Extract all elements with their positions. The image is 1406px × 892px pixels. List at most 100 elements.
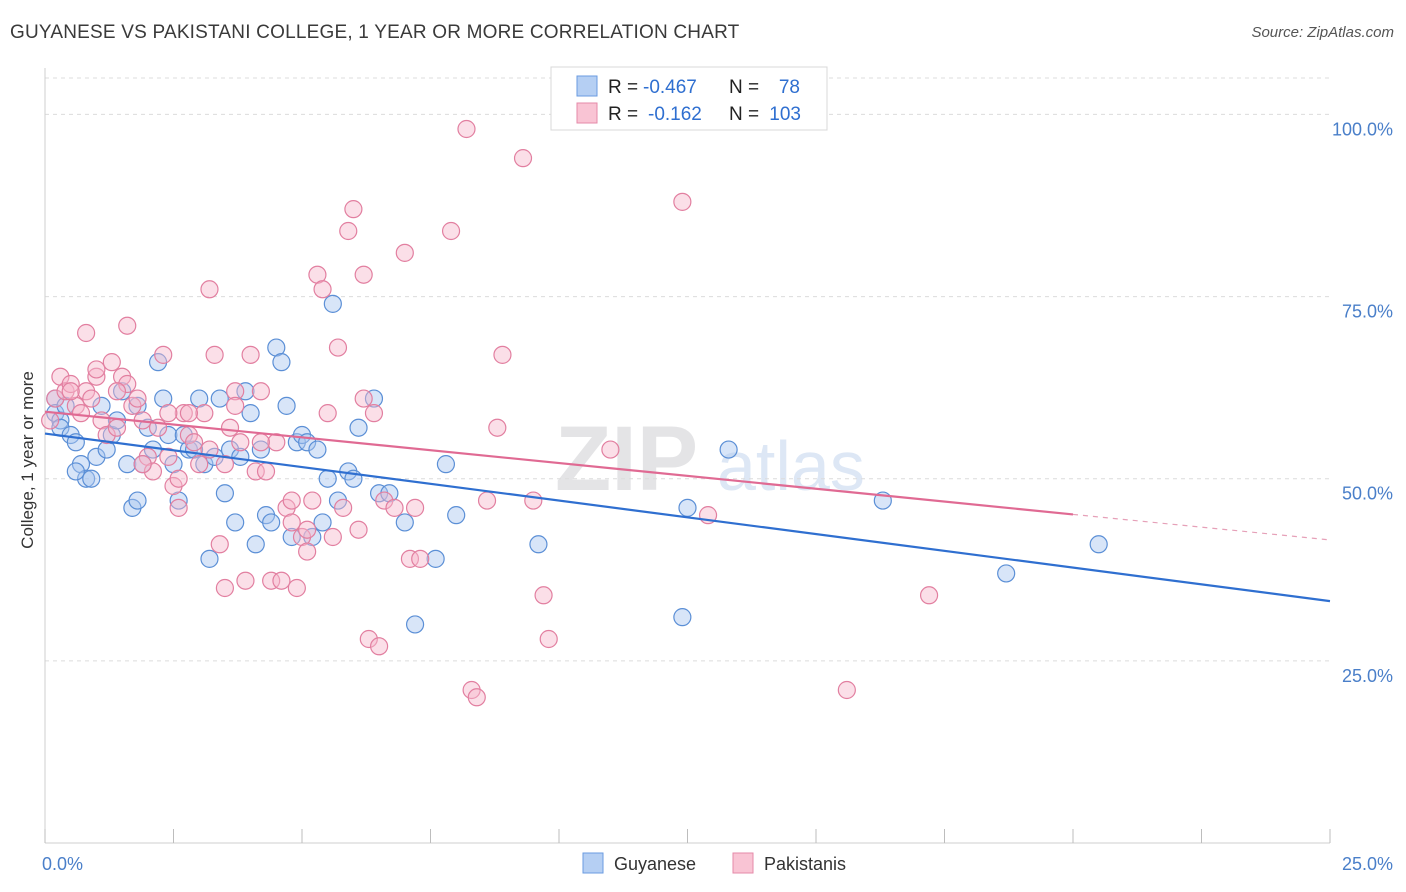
point-pakistanis xyxy=(513,149,533,168)
point-pakistanis xyxy=(313,280,332,299)
point-pakistanis xyxy=(349,520,368,539)
point-pakistanis xyxy=(488,418,507,437)
point-guyanese xyxy=(529,535,548,554)
legend-r-value-guyanese: -0.467 xyxy=(643,77,697,98)
point-pakistanis xyxy=(143,462,163,481)
legend: R = -0.467 N = 78 R = -0.162 N = 103 xyxy=(550,66,828,131)
point-pakistanis xyxy=(87,367,106,386)
point-pakistanis xyxy=(215,455,234,474)
point-pakistanis xyxy=(220,418,240,437)
point-pakistanis xyxy=(87,360,106,379)
point-pakistanis xyxy=(298,542,317,561)
point-pakistanis xyxy=(344,200,363,219)
point-guyanese xyxy=(323,294,342,313)
point-pakistanis xyxy=(457,119,476,139)
watermark-atlas: atlas xyxy=(717,427,865,505)
point-pakistanis xyxy=(246,462,265,481)
point-guyanese xyxy=(241,404,260,423)
point-pakistanis xyxy=(359,629,378,649)
axes: 100.0% 75.0% 50.0% 25.0% xyxy=(44,68,1393,844)
point-pakistanis xyxy=(328,338,348,357)
point-pakistanis xyxy=(287,578,306,598)
point-guyanese xyxy=(1089,535,1108,554)
point-pakistanis xyxy=(46,389,65,408)
point-guyanese xyxy=(118,455,137,474)
point-pakistanis xyxy=(190,455,209,474)
point-pakistanis xyxy=(256,462,276,481)
point-guyanese xyxy=(210,389,229,408)
point-pakistanis xyxy=(174,404,193,423)
point-pakistanis xyxy=(82,389,101,408)
point-pakistanis xyxy=(364,404,384,423)
point-pakistanis xyxy=(251,433,270,452)
y-tick-label: 75.0% xyxy=(1342,302,1393,322)
point-pakistanis xyxy=(303,491,322,510)
point-pakistanis xyxy=(282,513,301,532)
point-pakistanis xyxy=(179,404,199,423)
point-guyanese xyxy=(673,608,692,627)
point-pakistanis xyxy=(200,280,219,299)
point-pakistanis xyxy=(169,498,188,517)
point-guyanese xyxy=(364,389,384,408)
point-pakistanis xyxy=(118,374,137,394)
point-pakistanis xyxy=(195,404,214,423)
point-pakistanis xyxy=(226,382,245,401)
bottom-legend-label-guyanese: Guyanese xyxy=(614,854,696,874)
point-pakistanis xyxy=(354,389,373,408)
point-guyanese xyxy=(405,615,425,634)
point-guyanese xyxy=(395,513,414,532)
point-guyanese xyxy=(277,396,296,415)
point-pakistanis xyxy=(184,433,204,452)
point-pakistanis xyxy=(441,221,461,241)
chart-source: Source: ZipAtlas.com xyxy=(1251,24,1394,41)
gridlines xyxy=(45,77,1330,662)
point-pakistanis xyxy=(395,243,414,262)
point-pakistanis xyxy=(61,382,80,401)
point-pakistanis xyxy=(205,345,224,364)
trend-lines xyxy=(44,410,1331,603)
point-pakistanis xyxy=(97,425,116,445)
point-guyanese xyxy=(272,353,291,372)
point-pakistanis xyxy=(477,491,497,510)
point-pakistanis xyxy=(467,688,486,707)
point-pakistanis xyxy=(370,637,389,656)
point-pakistanis xyxy=(226,396,245,415)
point-pakistanis xyxy=(41,411,60,430)
point-pakistanis xyxy=(251,382,270,401)
point-guyanese xyxy=(997,564,1016,583)
point-pakistanis xyxy=(354,265,373,284)
point-guyanese xyxy=(159,425,178,445)
bottom-legend-label-pakistanis: Pakistanis xyxy=(764,854,846,874)
point-pakistanis xyxy=(61,374,80,394)
point-pakistanis xyxy=(493,345,512,364)
y-axis-label: College, 1 year or more xyxy=(18,371,37,549)
chart-title: GUYANESE VS PAKISTANI COLLEGE, 1 YEAR OR… xyxy=(10,22,740,43)
point-guyanese xyxy=(313,513,332,532)
point-pakistanis xyxy=(71,404,91,423)
bottom-legend-swatch-guyanese xyxy=(582,852,604,874)
point-pakistanis xyxy=(400,549,420,568)
points-guyanese xyxy=(46,294,1108,634)
point-guyanese xyxy=(251,440,270,459)
legend-n-value-guyanese: 78 xyxy=(779,77,800,98)
legend-swatch-pakistanis xyxy=(576,102,598,124)
point-pakistanis xyxy=(215,578,234,598)
point-guyanese xyxy=(226,513,245,532)
point-guyanese xyxy=(200,549,219,568)
point-guyanese xyxy=(82,469,101,488)
legend-r-value-pakistanis: -0.162 xyxy=(648,104,702,125)
point-pakistanis xyxy=(262,571,281,590)
point-guyanese xyxy=(678,498,697,517)
bottom-legend: Guyanese Pakistanis xyxy=(582,852,846,874)
point-pakistanis xyxy=(837,680,856,700)
point-pakistanis xyxy=(102,353,121,372)
legend-n-label-pakistanis: N = xyxy=(729,104,759,125)
point-guyanese xyxy=(436,455,456,474)
point-pakistanis xyxy=(673,192,692,211)
trend-line-pakistanis-extension xyxy=(1072,513,1331,541)
legend-r-label-guyanese: R = xyxy=(608,77,638,98)
legend-r-label-pakistanis: R = xyxy=(608,104,638,125)
x-tick-label-min: 0.0% xyxy=(42,854,83,874)
point-pakistanis xyxy=(323,527,342,547)
